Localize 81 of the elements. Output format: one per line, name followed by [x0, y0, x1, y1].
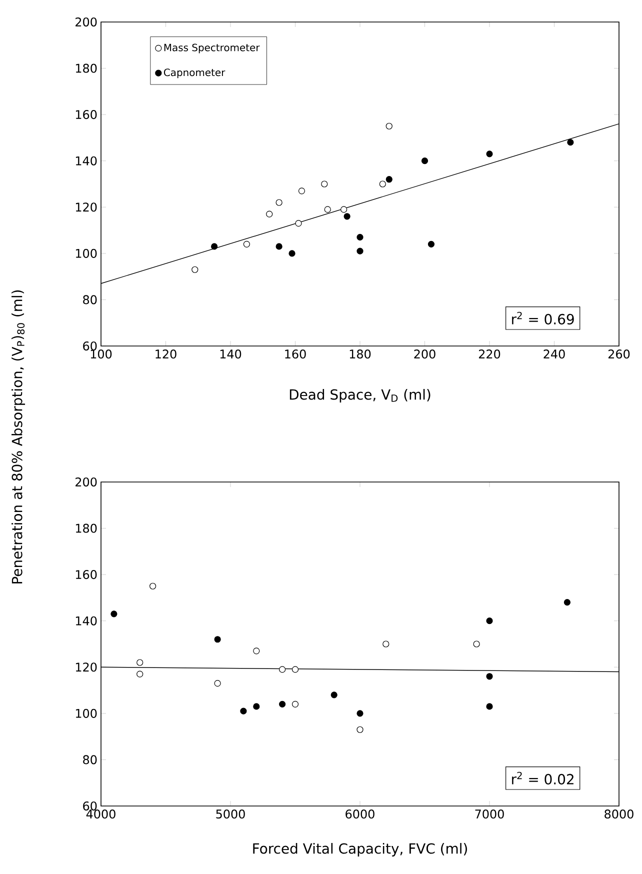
point [279, 666, 286, 673]
point [192, 266, 198, 273]
y-tick-label: 180 [76, 524, 97, 533]
point [253, 703, 260, 710]
annotation: r$^{2}$ = 0.69 [512, 312, 574, 324]
legend-label: Capnometer [164, 68, 226, 78]
point [292, 700, 299, 708]
y-tick-label: 60 [83, 341, 97, 351]
point [253, 648, 260, 654]
point [279, 700, 286, 708]
x-tick-label: 8000 [604, 810, 634, 819]
point [486, 673, 493, 680]
y-axis-title: Penetration at 80% Absorption, (V$_{P}$)$_{80}$ (ml) [12, 290, 26, 584]
point [382, 640, 390, 648]
point [276, 199, 282, 206]
y-tick-label: 180 [76, 64, 97, 73]
point [428, 240, 435, 248]
point [486, 703, 493, 710]
point [214, 636, 221, 643]
point [486, 150, 493, 158]
y-tick-label: 160 [76, 570, 97, 580]
point [567, 139, 574, 146]
point [386, 176, 392, 183]
x-tick-label: 260 [608, 350, 630, 359]
annotation: r$^{2}$ = 0.02 [512, 772, 574, 784]
x-tick-label: 200 [414, 350, 436, 359]
legend-label: Mass Spectrometer [164, 44, 260, 54]
point [356, 710, 364, 717]
x-axis-title: Forced Vital Capacity, FVC (ml) [253, 842, 467, 856]
point [330, 692, 338, 698]
point [214, 680, 221, 687]
y-tick-label: 100 [76, 708, 97, 718]
point [266, 210, 273, 218]
x-tick-label: 4000 [86, 810, 116, 819]
y-tick-label: 160 [76, 110, 97, 120]
x-tick-label: 100 [90, 350, 112, 359]
y-tick-label: 120 [76, 202, 97, 212]
point [211, 243, 218, 250]
point [473, 640, 480, 648]
point [298, 188, 306, 194]
x-tick-label: 140 [220, 350, 242, 359]
x-tick-label: 220 [478, 350, 500, 359]
point [324, 206, 331, 213]
point [344, 213, 350, 220]
point [356, 234, 364, 241]
y-tick-label: 120 [76, 662, 97, 672]
point [379, 180, 386, 188]
point [564, 599, 570, 606]
point [486, 618, 493, 624]
x-tick-label: 120 [156, 350, 176, 359]
y-tick-label: 200 [76, 17, 97, 27]
y-tick-label: 80 [83, 295, 97, 304]
point [356, 248, 364, 254]
point [356, 726, 364, 733]
y-tick-label: 200 [76, 477, 97, 487]
point [136, 670, 144, 678]
x-tick-label: 180 [350, 350, 371, 359]
x-tick-label: 7000 [475, 810, 504, 819]
point [243, 240, 250, 248]
y-tick-label: 100 [76, 248, 97, 258]
point [340, 206, 348, 213]
point [288, 250, 296, 257]
point [295, 220, 302, 227]
point [240, 708, 247, 714]
x-axis-title: Dead Space, V$_{D}$ (ml) [290, 388, 430, 402]
y-tick-label: 60 [83, 801, 97, 811]
x-tick-label: 5000 [216, 810, 245, 819]
point [150, 582, 156, 590]
y-tick-label: 80 [83, 755, 97, 764]
x-tick-label: 160 [285, 350, 306, 359]
point [321, 180, 328, 188]
point [292, 666, 299, 673]
point [136, 659, 144, 666]
x-tick-label: 240 [544, 350, 565, 359]
y-tick-label: 140 [76, 616, 97, 626]
y-tick-label: 140 [76, 156, 97, 166]
point [276, 243, 282, 250]
point [110, 610, 118, 618]
point [421, 158, 428, 164]
point [386, 122, 392, 130]
x-tick-label: 6000 [346, 810, 374, 819]
